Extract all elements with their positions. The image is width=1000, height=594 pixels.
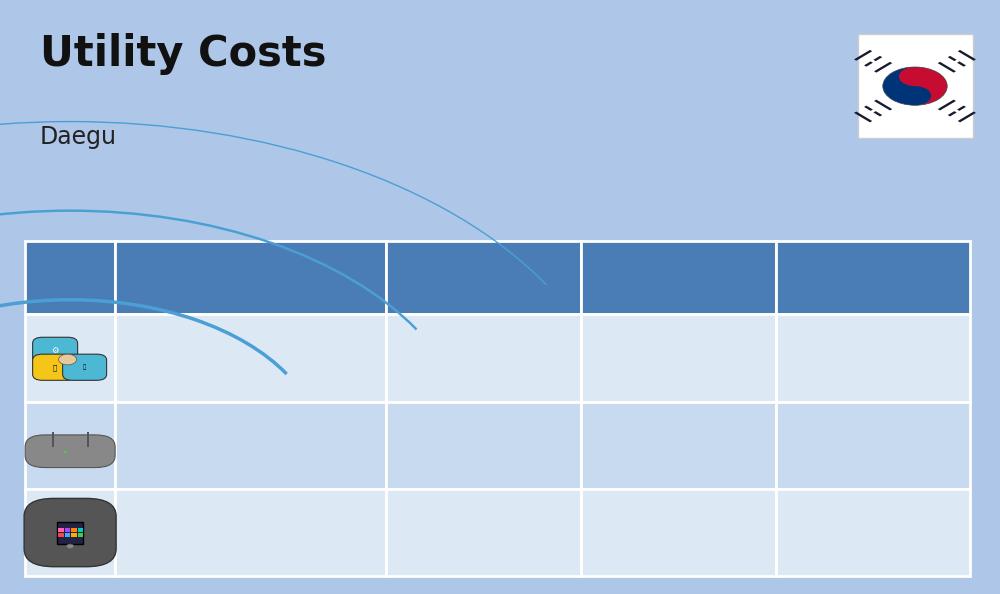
FancyBboxPatch shape xyxy=(776,489,970,576)
FancyBboxPatch shape xyxy=(386,314,581,402)
FancyBboxPatch shape xyxy=(25,435,115,467)
Bar xyxy=(854,112,872,122)
FancyBboxPatch shape xyxy=(25,489,115,576)
Text: 27,000 KRW: 27,000 KRW xyxy=(623,512,733,530)
FancyBboxPatch shape xyxy=(776,402,970,489)
FancyBboxPatch shape xyxy=(776,241,970,314)
FancyBboxPatch shape xyxy=(581,241,776,314)
Circle shape xyxy=(63,451,67,453)
Bar xyxy=(957,61,966,67)
FancyBboxPatch shape xyxy=(25,402,115,489)
Bar xyxy=(71,528,77,532)
Text: 81,000 KRW: 81,000 KRW xyxy=(818,512,928,530)
Text: AVG: AVG xyxy=(657,268,699,286)
Bar xyxy=(52,432,54,447)
Text: 20,000 KRW: 20,000 KRW xyxy=(429,425,538,443)
Text: 16,000 KRW: 16,000 KRW xyxy=(429,512,538,530)
Bar xyxy=(958,50,976,61)
FancyBboxPatch shape xyxy=(581,489,776,576)
Bar xyxy=(874,62,892,72)
FancyBboxPatch shape xyxy=(115,402,386,489)
Text: Internet and cable: Internet and cable xyxy=(157,436,344,454)
Text: MIN: MIN xyxy=(464,268,503,286)
Text: 530,000 KRW: 530,000 KRW xyxy=(812,338,933,356)
Bar xyxy=(873,111,882,116)
FancyBboxPatch shape xyxy=(25,241,115,314)
Text: Mobile phone charges: Mobile phone charges xyxy=(139,523,362,542)
FancyBboxPatch shape xyxy=(858,34,972,138)
Bar xyxy=(864,61,873,67)
Circle shape xyxy=(67,544,74,548)
Circle shape xyxy=(59,354,77,365)
FancyBboxPatch shape xyxy=(115,489,386,576)
FancyBboxPatch shape xyxy=(25,314,115,402)
Bar xyxy=(948,111,957,116)
Bar xyxy=(873,56,882,61)
Bar xyxy=(957,106,966,111)
Text: $12: $12 xyxy=(470,543,497,557)
Text: Daegu: Daegu xyxy=(40,125,117,148)
FancyBboxPatch shape xyxy=(33,354,77,380)
Bar xyxy=(958,112,976,122)
Text: 79,000 KRW: 79,000 KRW xyxy=(623,338,733,356)
Text: 41,000 KRW: 41,000 KRW xyxy=(623,425,733,443)
Text: $9.1: $9.1 xyxy=(468,368,499,383)
Wedge shape xyxy=(915,67,947,105)
FancyBboxPatch shape xyxy=(386,489,581,576)
Text: $59: $59 xyxy=(665,368,691,383)
Bar xyxy=(78,533,83,537)
Text: 12,000 KRW: 12,000 KRW xyxy=(429,338,538,356)
Circle shape xyxy=(899,86,931,105)
Text: 54,000 KRW: 54,000 KRW xyxy=(818,425,928,443)
FancyBboxPatch shape xyxy=(115,241,386,314)
Text: $390: $390 xyxy=(855,368,891,383)
FancyBboxPatch shape xyxy=(24,498,116,567)
Text: MAX: MAX xyxy=(850,268,896,286)
Bar xyxy=(864,106,873,111)
Text: Utility Bill: Utility Bill xyxy=(201,349,301,367)
Bar xyxy=(874,100,892,110)
Circle shape xyxy=(899,67,931,86)
Text: $30: $30 xyxy=(665,456,691,470)
Text: Utility Costs: Utility Costs xyxy=(40,33,326,75)
Bar xyxy=(58,528,64,532)
Bar xyxy=(948,56,957,61)
FancyBboxPatch shape xyxy=(581,402,776,489)
Text: ⚙: ⚙ xyxy=(51,346,59,355)
Bar xyxy=(938,100,956,110)
Bar xyxy=(65,533,70,537)
Text: $61: $61 xyxy=(860,543,886,557)
Text: $41: $41 xyxy=(860,456,886,470)
FancyBboxPatch shape xyxy=(115,314,386,402)
Text: 🚿: 🚿 xyxy=(83,365,86,370)
Text: $20: $20 xyxy=(665,543,691,557)
Text: 🔌: 🔌 xyxy=(52,364,57,371)
FancyBboxPatch shape xyxy=(33,337,78,364)
Bar xyxy=(87,432,89,447)
Bar xyxy=(65,528,70,532)
FancyBboxPatch shape xyxy=(386,241,581,314)
Text: $15: $15 xyxy=(470,456,497,470)
FancyBboxPatch shape xyxy=(63,354,107,380)
FancyBboxPatch shape xyxy=(581,314,776,402)
FancyBboxPatch shape xyxy=(776,314,970,402)
Wedge shape xyxy=(883,67,915,105)
Bar xyxy=(71,533,77,537)
Bar xyxy=(854,50,872,61)
FancyBboxPatch shape xyxy=(386,402,581,489)
Bar xyxy=(58,533,64,537)
Bar xyxy=(78,528,83,532)
FancyBboxPatch shape xyxy=(57,522,83,544)
Bar xyxy=(938,62,956,72)
